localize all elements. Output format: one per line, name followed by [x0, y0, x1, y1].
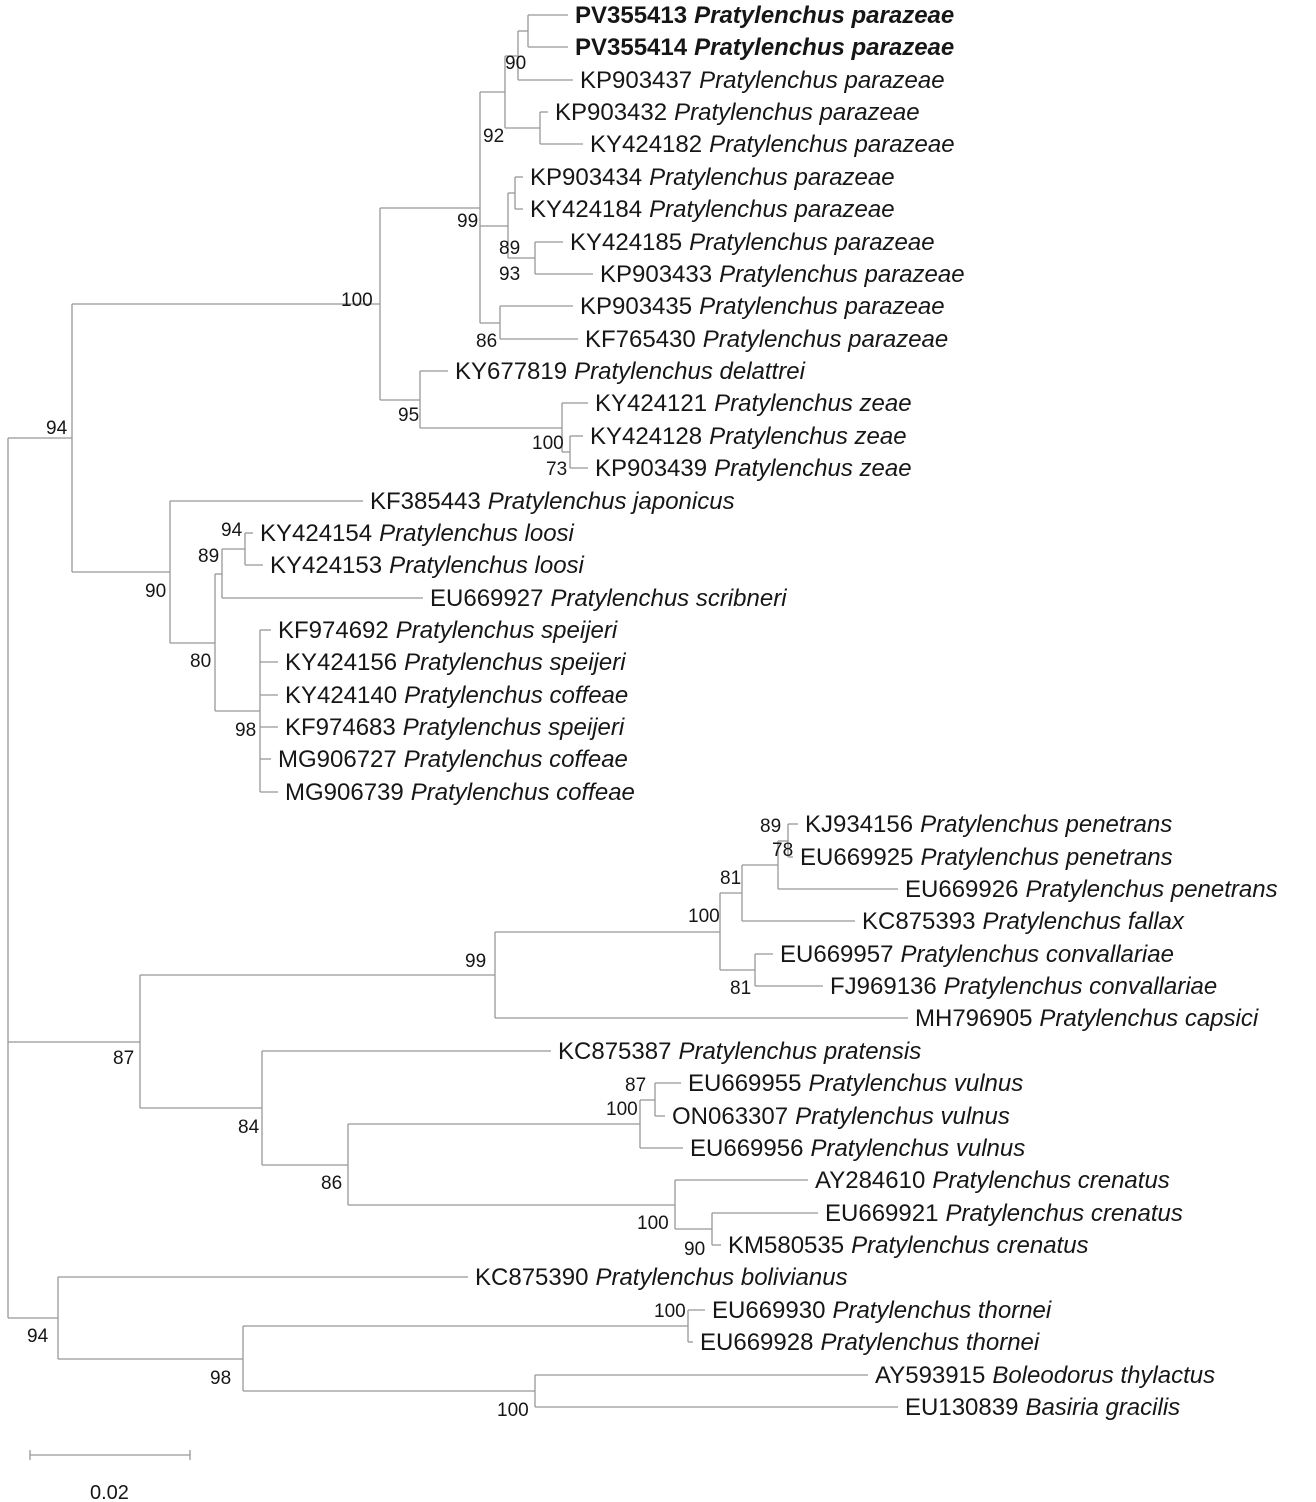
- leaf-label: EU130839 Basiria gracilis: [905, 1394, 1180, 1421]
- bootstrap-value: 99: [465, 951, 486, 972]
- leaf-label: FJ969136 Pratylenchus convallariae: [830, 973, 1217, 1000]
- scale-bar-label: 0.02: [90, 1482, 129, 1502]
- bootstrap-value: 78: [772, 840, 793, 861]
- leaf-label: KF765430 Pratylenchus parazeae: [585, 326, 948, 353]
- leaf-label: KC875393 Pratylenchus fallax: [862, 908, 1185, 935]
- bootstrap-value: 90: [145, 581, 166, 602]
- bootstrap-value: 81: [730, 978, 751, 999]
- bootstrap-value: 98: [210, 1368, 231, 1389]
- bootstrap-value: 86: [476, 331, 497, 352]
- leaf-label: EU669928 Pratylenchus thornei: [700, 1329, 1040, 1356]
- leaf-label: KP903432 Pratylenchus parazeae: [555, 99, 920, 126]
- bootstrap-value: 100: [654, 1301, 686, 1322]
- leaf-label: KY424140 Pratylenchus coffeae: [285, 682, 628, 709]
- leaf-label: KJ934156 Pratylenchus penetrans: [805, 811, 1172, 838]
- leaf-label: KF974683 Pratylenchus speijeri: [285, 714, 625, 741]
- bootstrap-value: 100: [606, 1099, 638, 1120]
- leaf-label: EU669956 Pratylenchus vulnus: [690, 1135, 1025, 1162]
- leaf-label: KY424154 Pratylenchus loosi: [260, 520, 575, 547]
- leaf-label: KY424128 Pratylenchus zeae: [590, 423, 907, 450]
- leaf-label: KP903439 Pratylenchus zeae: [595, 455, 912, 482]
- leaf-label: PV355413 Pratylenchus parazeae: [575, 2, 954, 29]
- bootstrap-value: 95: [398, 405, 419, 426]
- bootstrap-value: 99: [457, 211, 478, 232]
- leaf-label: KP903435 Pratylenchus parazeae: [580, 293, 945, 320]
- leaf-label: PV355414 Pratylenchus parazeae: [575, 34, 954, 61]
- leaf-label: KY677819 Pratylenchus delattrei: [455, 358, 806, 385]
- leaf-label: EU669925 Pratylenchus penetrans: [800, 844, 1173, 871]
- bootstrap-value: 86: [321, 1173, 342, 1194]
- leaf-label: KY424156 Pratylenchus speijeri: [285, 649, 626, 676]
- leaf-label: KP903437 Pratylenchus parazeae: [580, 67, 945, 94]
- leaf-label: MH796905 Pratylenchus capsici: [915, 1005, 1259, 1032]
- leaf-label: KC875390 Pratylenchus bolivianus: [475, 1264, 848, 1291]
- bootstrap-value: 94: [221, 520, 243, 541]
- leaf-label: MG906727 Pratylenchus coffeae: [278, 746, 628, 773]
- leaf-label: KF974692 Pratylenchus speijeri: [278, 617, 618, 644]
- leaf-label: ON063307 Pratylenchus vulnus: [672, 1103, 1010, 1130]
- leaf-label: KP903433 Pratylenchus parazeae: [600, 261, 965, 288]
- bootstrap-value: 100: [532, 433, 564, 454]
- bootstrap-value: 100: [497, 1400, 529, 1421]
- leaf-label: EU669955 Pratylenchus vulnus: [688, 1070, 1023, 1097]
- bootstrap-value: 93: [499, 264, 520, 285]
- leaf-label: EU669927 Pratylenchus scribneri: [430, 585, 787, 612]
- bootstrap-value: 89: [760, 816, 781, 837]
- bootstrap-value: 81: [720, 868, 741, 889]
- leaf-label: KF385443 Pratylenchus japonicus: [370, 488, 735, 515]
- bootstrap-value: 94: [27, 1326, 49, 1347]
- bootstrap-value: 84: [238, 1117, 260, 1138]
- bootstrap-value: 80: [190, 651, 211, 672]
- bootstrap-value: 73: [546, 459, 567, 480]
- scale-bar: 0.02: [29, 1450, 191, 1502]
- leaf-label: MG906739 Pratylenchus coffeae: [285, 779, 635, 806]
- bootstrap-value: 87: [625, 1075, 646, 1096]
- leaf-label: EU669921 Pratylenchus crenatus: [825, 1200, 1183, 1227]
- leaf-label: EU669926 Pratylenchus penetrans: [905, 876, 1278, 903]
- leaf-label: KY424184 Pratylenchus parazeae: [530, 196, 895, 223]
- leaf-label: KP903434 Pratylenchus parazeae: [530, 164, 895, 191]
- bootstrap-value: 92: [483, 126, 504, 147]
- bootstrap-value: 90: [684, 1239, 705, 1260]
- bootstrap-value: 89: [198, 546, 219, 567]
- leaf-labels-layer: PV355413 Pratylenchus parazeae PV355414 Pra…: [260, 2, 1278, 1421]
- branches-layer: [7, 14, 908, 1408]
- leaf-label: AY593915 Boleodorus thylactus: [875, 1362, 1215, 1389]
- leaf-label: KY424153 Pratylenchus loosi: [270, 552, 585, 579]
- leaf-label: EU669930 Pratylenchus thornei: [712, 1297, 1052, 1324]
- leaf-label: EU669957 Pratylenchus convallariae: [780, 941, 1174, 968]
- bootstrap-value: 100: [341, 290, 373, 311]
- bootstrap-value: 89: [499, 238, 520, 259]
- leaf-label: KM580535 Pratylenchus crenatus: [728, 1232, 1089, 1259]
- bootstrap-labels-layer: 9092998993100869510073949489908098897881…: [27, 53, 793, 1421]
- bootstrap-value: 100: [688, 906, 720, 927]
- bootstrap-value: 90: [505, 53, 526, 74]
- bootstrap-value: 100: [637, 1213, 669, 1234]
- leaf-label: KY424182 Pratylenchus parazeae: [590, 131, 955, 158]
- leaf-label: KC875387 Pratylenchus pratensis: [558, 1038, 921, 1065]
- leaf-label: KY424121 Pratylenchus zeae: [595, 390, 912, 417]
- bootstrap-value: 94: [46, 418, 68, 439]
- leaf-label: AY284610 Pratylenchus crenatus: [815, 1167, 1170, 1194]
- bootstrap-value: 98: [235, 720, 256, 741]
- bootstrap-value: 87: [113, 1048, 134, 1069]
- leaf-label: KY424185 Pratylenchus parazeae: [570, 229, 935, 256]
